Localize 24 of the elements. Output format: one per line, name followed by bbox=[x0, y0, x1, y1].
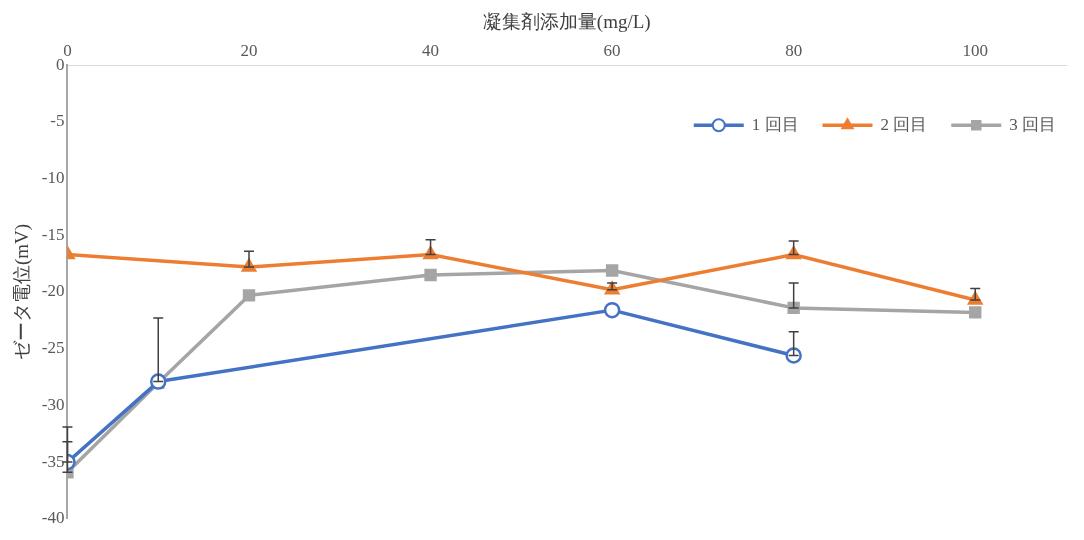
y-tick-label: -15 bbox=[41, 224, 65, 244]
y-axis-title: ゼータ電位(mV) bbox=[11, 223, 34, 361]
x-tick-label: 80 bbox=[785, 41, 803, 61]
y-tick-label: -10 bbox=[41, 168, 65, 188]
y-tick-label: 0 bbox=[55, 54, 65, 74]
y-tick-label: -35 bbox=[41, 451, 65, 471]
point bbox=[242, 289, 256, 302]
legend-label: 3 回目 bbox=[1009, 114, 1056, 134]
point bbox=[969, 306, 982, 319]
x-tick-label: 20 bbox=[240, 41, 258, 61]
y-tick-label: -20 bbox=[41, 281, 65, 301]
point bbox=[424, 268, 437, 282]
point bbox=[603, 301, 621, 319]
x-tick-label: 60 bbox=[603, 41, 621, 61]
y-tick-label: -40 bbox=[41, 508, 65, 528]
x-tick-label: 40 bbox=[422, 41, 440, 61]
y-tick-label: -25 bbox=[41, 338, 65, 358]
legend-label: 2 回目 bbox=[880, 114, 928, 134]
point bbox=[605, 264, 619, 277]
x-tick-label: 100 bbox=[962, 41, 988, 61]
x-axis-title: 凝集剤添加量(mg/L) bbox=[482, 11, 651, 34]
y-tick-label: -30 bbox=[41, 394, 65, 414]
legend-label: 1 回目 bbox=[751, 114, 799, 134]
y-tick-label: -5 bbox=[50, 111, 65, 131]
